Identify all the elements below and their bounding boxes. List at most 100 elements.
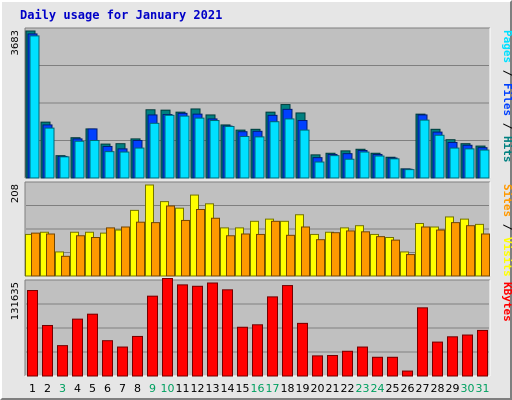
bar-pages-day-20 bbox=[314, 161, 325, 179]
x-tick-label: 18 bbox=[281, 382, 295, 395]
bar-sites-day-6 bbox=[106, 227, 115, 277]
bar-pages-day-4 bbox=[74, 140, 85, 179]
bar-pages-day-8 bbox=[134, 147, 145, 179]
bar-kbytes-day-21 bbox=[327, 355, 338, 377]
x-tick-label: 13 bbox=[206, 382, 220, 395]
bar-kbytes-day-15 bbox=[237, 326, 248, 377]
bar-sites-day-2 bbox=[46, 233, 55, 277]
x-tick-label: 15 bbox=[236, 382, 250, 395]
bar-sites-day-15 bbox=[241, 233, 250, 277]
x-tick-label: 5 bbox=[89, 382, 96, 395]
bar-kbytes-day-4 bbox=[72, 318, 83, 377]
bar-sites-day-10 bbox=[166, 205, 175, 277]
bar-sites-day-31 bbox=[481, 233, 490, 277]
bar-sites-day-24 bbox=[376, 236, 385, 277]
x-tick-label: 17 bbox=[266, 382, 280, 395]
bar-kbytes-day-9 bbox=[147, 295, 158, 377]
bar-kbytes-day-10 bbox=[162, 278, 173, 377]
x-tick-label: 28 bbox=[431, 382, 445, 395]
bar-kbytes-day-19 bbox=[297, 322, 308, 377]
bar-kbytes-day-24 bbox=[372, 356, 383, 377]
series-legend-label: KBytes bbox=[501, 282, 512, 322]
bar-kbytes-day-26 bbox=[402, 370, 413, 377]
bar-kbytes-day-12 bbox=[192, 285, 203, 377]
bar-sites-day-29 bbox=[451, 222, 460, 277]
bar-pages-day-3 bbox=[59, 156, 70, 179]
bar-pages-day-10 bbox=[164, 114, 175, 179]
bar-kbytes-day-13 bbox=[207, 282, 218, 377]
bar-pages-day-29 bbox=[449, 147, 460, 179]
bar-sites-day-26 bbox=[406, 254, 415, 277]
x-tick-label: 1 bbox=[29, 382, 36, 395]
bar-kbytes-day-3 bbox=[57, 345, 68, 377]
x-tick-label: 25 bbox=[386, 382, 400, 395]
bar-sites-day-3 bbox=[61, 255, 70, 277]
bar-sites-day-23 bbox=[361, 231, 370, 277]
bar-pages-day-21 bbox=[329, 155, 340, 179]
bar-kbytes-day-23 bbox=[357, 346, 368, 377]
bar-kbytes-day-17 bbox=[267, 296, 278, 377]
chart-title: Daily usage for January 2021 bbox=[20, 8, 223, 22]
bar-pages-day-22 bbox=[344, 158, 355, 179]
x-tick-label: 29 bbox=[446, 382, 460, 395]
x-tick-label: 11 bbox=[176, 382, 190, 395]
x-tick-label: 20 bbox=[311, 382, 325, 395]
bar-sites-day-11 bbox=[181, 219, 190, 277]
bar-sites-day-16 bbox=[256, 233, 265, 277]
bar-pages-day-9 bbox=[149, 122, 160, 179]
bar-pages-day-17 bbox=[269, 121, 280, 179]
bar-pages-day-26 bbox=[404, 169, 415, 179]
bar-kbytes-day-30 bbox=[462, 334, 473, 377]
bar-pages-day-31 bbox=[479, 149, 490, 179]
bar-sites-day-17 bbox=[271, 220, 280, 277]
x-tick-label: 9 bbox=[149, 382, 156, 395]
bar-kbytes-day-28 bbox=[432, 341, 443, 377]
x-tick-label: 22 bbox=[341, 382, 355, 395]
bar-sites-day-25 bbox=[391, 239, 400, 277]
x-tick-label: 3 bbox=[59, 382, 66, 395]
bar-sites-day-28 bbox=[436, 229, 445, 277]
x-tick-label: 7 bbox=[119, 382, 126, 395]
bar-kbytes-day-11 bbox=[177, 284, 188, 377]
x-tick-label: 21 bbox=[326, 382, 340, 395]
bar-kbytes-day-27 bbox=[417, 307, 428, 377]
bar-sites-day-21 bbox=[331, 232, 340, 277]
bar-kbytes-day-18 bbox=[282, 285, 293, 377]
y-max-label: 3683 bbox=[10, 30, 21, 55]
bar-sites-day-27 bbox=[421, 226, 430, 277]
bar-sites-day-14 bbox=[226, 235, 235, 277]
bar-kbytes-day-31 bbox=[477, 329, 488, 377]
x-tick-label: 6 bbox=[104, 382, 111, 395]
bar-sites-day-20 bbox=[316, 239, 325, 277]
bar-kbytes-day-5 bbox=[87, 313, 98, 377]
bar-pages-day-5 bbox=[89, 139, 100, 179]
bar-sites-day-7 bbox=[121, 226, 130, 277]
y-max-label: 131635 bbox=[10, 282, 21, 320]
x-tick-label: 12 bbox=[191, 382, 205, 395]
bar-sites-day-30 bbox=[466, 225, 475, 277]
x-tick-label: 8 bbox=[134, 382, 141, 395]
x-tick-label: 23 bbox=[356, 382, 370, 395]
bar-sites-day-18 bbox=[286, 234, 295, 277]
x-tick-label: 16 bbox=[251, 382, 265, 395]
bar-kbytes-day-2 bbox=[42, 324, 53, 377]
bar-pages-day-6 bbox=[104, 151, 115, 179]
bar-pages-day-13 bbox=[209, 120, 220, 179]
bar-sites-day-4 bbox=[76, 235, 85, 277]
bar-pages-day-23 bbox=[359, 151, 370, 179]
x-tick-label: 4 bbox=[74, 382, 81, 395]
bar-pages-day-1 bbox=[29, 35, 40, 179]
bar-sites-day-12 bbox=[196, 209, 205, 277]
bar-pages-day-12 bbox=[194, 117, 205, 179]
x-tick-label: 14 bbox=[221, 382, 235, 395]
x-tick-label: 26 bbox=[401, 382, 415, 395]
bar-sites-day-13 bbox=[211, 217, 220, 277]
bar-sites-day-9 bbox=[151, 222, 160, 277]
bar-kbytes-day-1 bbox=[27, 290, 38, 377]
bar-pages-day-27 bbox=[419, 119, 430, 179]
x-tick-label: 19 bbox=[296, 382, 310, 395]
bar-sites-day-1 bbox=[31, 232, 40, 277]
bar-pages-day-7 bbox=[119, 151, 130, 179]
bar-pages-day-16 bbox=[254, 136, 265, 179]
